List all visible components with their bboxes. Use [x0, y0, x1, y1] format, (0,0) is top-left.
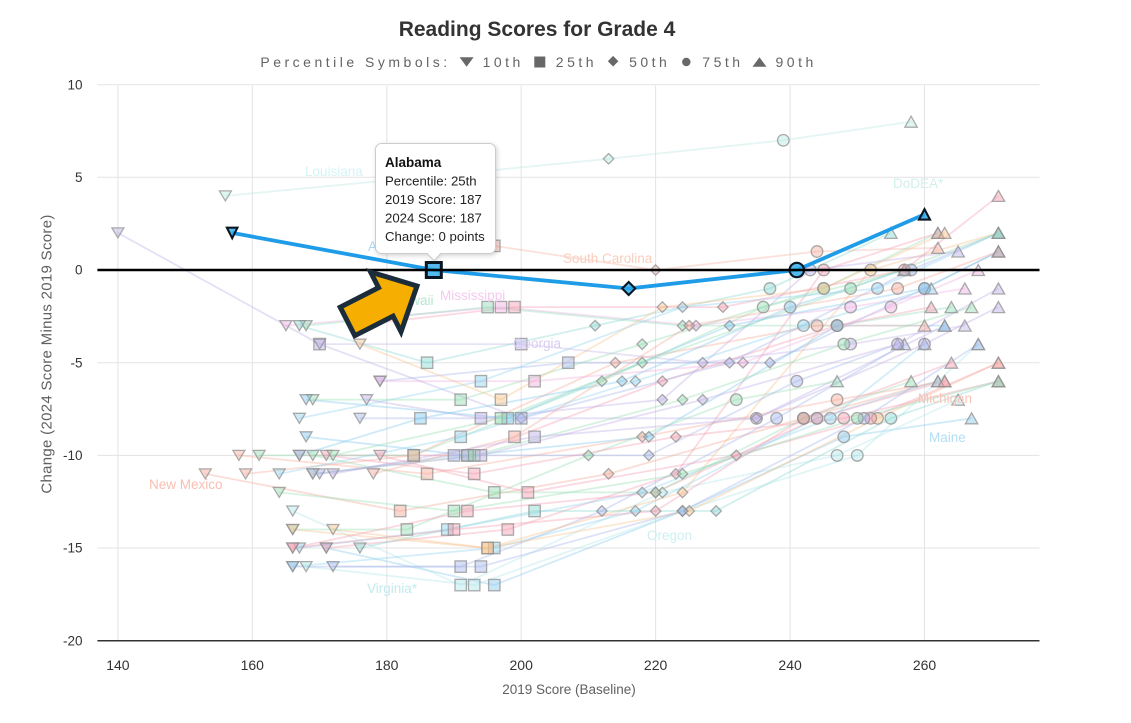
svg-text:10: 10	[67, 77, 82, 92]
svg-text:Percentile: 25th: Percentile: 25th	[385, 174, 477, 189]
svg-text:90th: 90th	[776, 54, 817, 70]
svg-text:Change: 0 points: Change: 0 points	[385, 229, 485, 244]
svg-text:200: 200	[510, 657, 534, 673]
svg-text:10th: 10th	[483, 54, 524, 70]
svg-text:140: 140	[106, 657, 130, 673]
svg-text:Maine: Maine	[929, 430, 966, 445]
svg-text:Georgia: Georgia	[513, 336, 562, 351]
svg-text:Alabama: Alabama	[385, 155, 442, 170]
svg-text:Change (2024 Score Minus 2019: Change (2024 Score Minus 2019 Score)	[39, 214, 56, 493]
svg-text:-10: -10	[63, 448, 83, 463]
svg-text:-5: -5	[70, 355, 82, 370]
svg-text:Percentile Symbols:: Percentile Symbols:	[260, 54, 450, 70]
svg-text:New Mexico: New Mexico	[149, 477, 223, 492]
svg-text:260: 260	[913, 657, 937, 673]
svg-text:0: 0	[75, 263, 83, 278]
svg-text:DoDEA*: DoDEA*	[893, 176, 944, 191]
svg-text:180: 180	[375, 657, 399, 673]
svg-text:220: 220	[644, 657, 668, 673]
svg-text:25th: 25th	[556, 54, 597, 70]
svg-text:160: 160	[241, 657, 265, 673]
svg-text:2024 Score: 187: 2024 Score: 187	[385, 211, 482, 226]
svg-text:Reading Scores for Grade 4: Reading Scores for Grade 4	[399, 18, 676, 41]
svg-text:5: 5	[75, 170, 83, 185]
svg-text:Mississippi: Mississippi	[440, 288, 505, 303]
svg-text:-20: -20	[63, 633, 83, 648]
svg-text:50th: 50th	[629, 54, 670, 70]
svg-text:75th: 75th	[702, 54, 743, 70]
svg-text:2019 Score: 187: 2019 Score: 187	[385, 192, 482, 207]
svg-text:240: 240	[778, 657, 802, 673]
svg-text:Louisiana: Louisiana	[305, 164, 363, 179]
svg-text:Michigan: Michigan	[918, 391, 972, 406]
svg-text:Oregon: Oregon	[647, 528, 692, 543]
svg-text:Virginia*: Virginia*	[367, 581, 418, 596]
svg-text:South Carolina: South Carolina	[563, 251, 653, 266]
svg-text:2019 Score (Baseline): 2019 Score (Baseline)	[502, 682, 636, 697]
svg-text:-15: -15	[63, 541, 83, 556]
